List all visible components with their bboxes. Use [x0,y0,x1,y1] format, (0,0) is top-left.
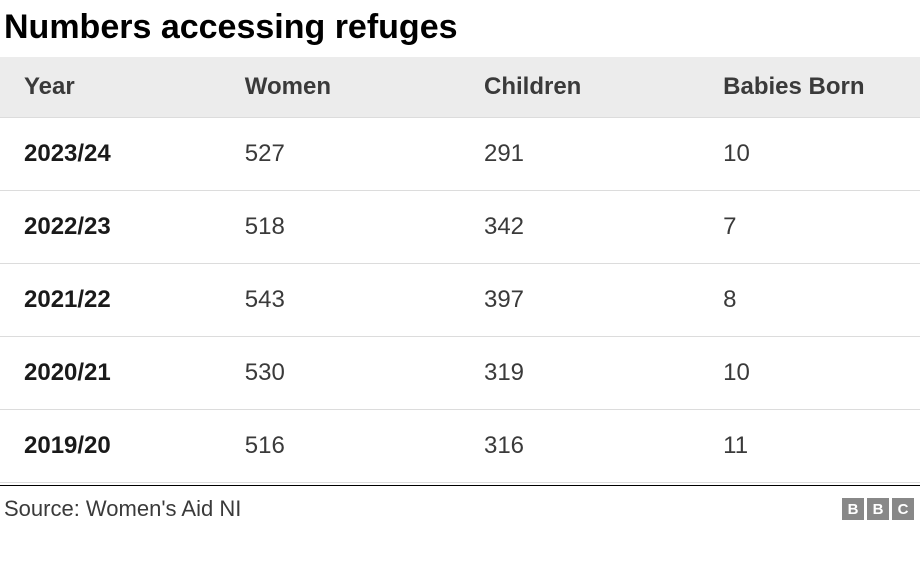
cell-babies: 10 [699,118,920,191]
col-header-year: Year [0,57,221,118]
cell-year: 2021/22 [0,264,221,337]
col-header-children: Children [460,57,699,118]
table-row: 2021/22 543 397 8 [0,264,920,337]
cell-babies: 8 [699,264,920,337]
cell-women: 518 [221,191,460,264]
data-table: Year Women Children Babies Born 2023/24 … [0,57,920,483]
cell-children: 316 [460,410,699,483]
bbc-logo-letter: B [867,498,889,520]
source-text: Source: Women's Aid NI [4,496,241,522]
cell-children: 291 [460,118,699,191]
cell-year: 2023/24 [0,118,221,191]
cell-children: 342 [460,191,699,264]
cell-babies: 10 [699,337,920,410]
table-row: 2019/20 516 316 11 [0,410,920,483]
cell-year: 2020/21 [0,337,221,410]
cell-year: 2019/20 [0,410,221,483]
cell-babies: 11 [699,410,920,483]
cell-women: 543 [221,264,460,337]
cell-babies: 7 [699,191,920,264]
col-header-babies: Babies Born [699,57,920,118]
table-header-row: Year Women Children Babies Born [0,57,920,118]
cell-children: 397 [460,264,699,337]
col-header-women: Women [221,57,460,118]
cell-women: 527 [221,118,460,191]
table-title: Numbers accessing refuges [0,0,920,57]
table-row: 2020/21 530 319 10 [0,337,920,410]
bbc-logo-letter: C [892,498,914,520]
table-row: 2022/23 518 342 7 [0,191,920,264]
cell-women: 530 [221,337,460,410]
cell-children: 319 [460,337,699,410]
footer: Source: Women's Aid NI B B C [0,485,920,522]
cell-year: 2022/23 [0,191,221,264]
bbc-logo: B B C [842,498,914,520]
table-row: 2023/24 527 291 10 [0,118,920,191]
cell-women: 516 [221,410,460,483]
bbc-logo-letter: B [842,498,864,520]
